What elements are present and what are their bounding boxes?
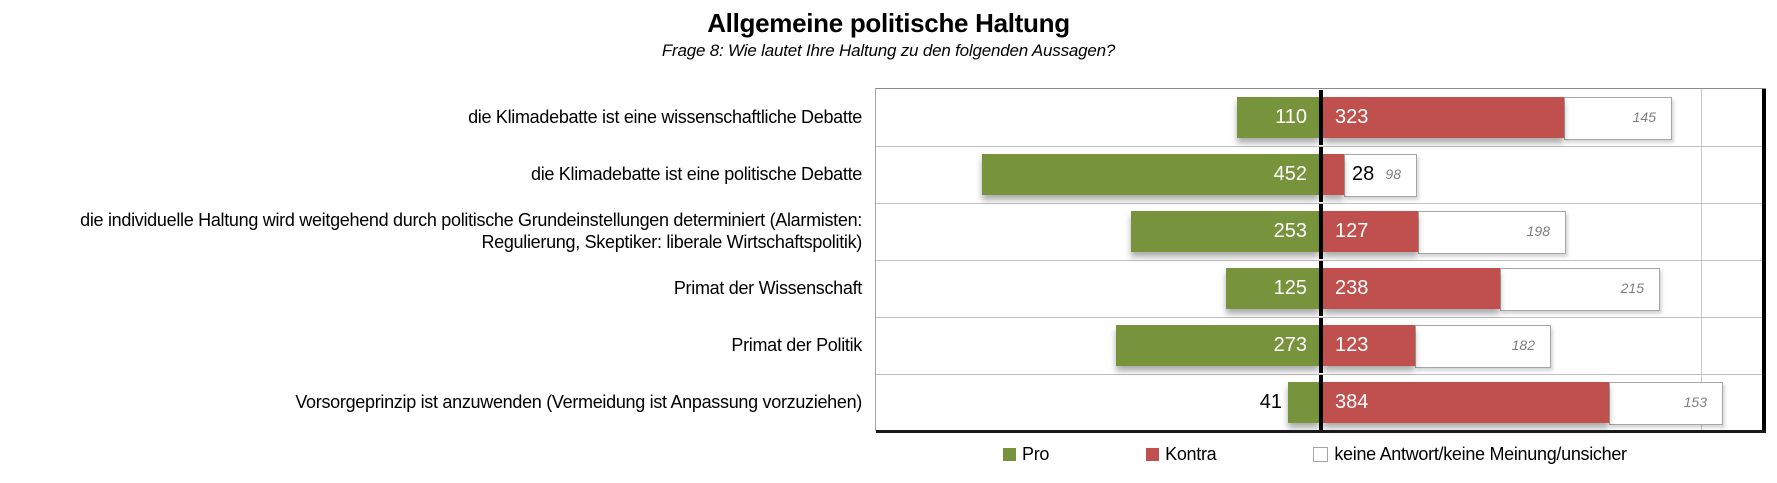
row-separator	[876, 260, 1766, 261]
category-label: Primat der Wissenschaft	[673, 277, 862, 298]
bar-pro	[1131, 211, 1319, 252]
plot-area: 110 323 145 452 28 98 253 127 198 125 238 215 273 123…	[875, 88, 1766, 433]
legend-item-kontra: Kontra	[1146, 444, 1217, 465]
bar-kontra	[1323, 325, 1415, 366]
zero-line	[1319, 375, 1323, 430]
keine-value-label: 145	[1632, 109, 1656, 125]
keine-value-label: 215	[1620, 280, 1644, 296]
zero-line	[1319, 90, 1323, 145]
zero-line	[1319, 261, 1323, 316]
bar-pro	[1226, 268, 1319, 309]
keine-value-label: 182	[1511, 337, 1535, 353]
category-label: die Klimadebatte ist eine politische Deb…	[530, 163, 862, 184]
legend-label: Kontra	[1165, 444, 1217, 464]
bar-keine	[1609, 382, 1723, 425]
category-label: die individuelle Haltung wird weitgehend…	[80, 209, 862, 252]
bar-kontra	[1323, 268, 1500, 309]
kontra-value-label: 123	[1335, 334, 1369, 356]
bar-kontra	[1323, 211, 1418, 252]
bar-pro	[982, 154, 1319, 195]
pro-value-label: 41	[1259, 391, 1282, 413]
bar-pro	[1116, 325, 1319, 366]
zero-line	[1319, 204, 1323, 259]
keine-swatch-icon	[1313, 447, 1329, 462]
kontra-value-label: 127	[1335, 220, 1369, 242]
zero-line	[1319, 318, 1323, 373]
plot-right-border	[1762, 89, 1766, 431]
pro-swatch-icon	[1003, 448, 1016, 461]
chart-title: Allgemeine politische Haltung	[707, 8, 1070, 38]
category-label: die Klimadebatte ist eine wissenschaftli…	[468, 106, 862, 127]
row-separator	[876, 146, 1766, 147]
bar-keine	[1344, 154, 1417, 197]
chart-subtitle: Frage 8: Wie lautet Ihre Haltung zu den …	[661, 41, 1116, 60]
pro-value-label: 273	[1273, 334, 1307, 356]
bar-kontra	[1323, 97, 1564, 138]
legend-label: Pro	[1022, 444, 1050, 464]
bar-keine	[1500, 268, 1660, 311]
keine-value-label: 98	[1385, 166, 1401, 182]
kontra-value-label: 28	[1352, 163, 1375, 185]
pro-value-label: 253	[1273, 220, 1307, 242]
category-label: Vorsorgeprinzip ist anzuwenden (Vermeidu…	[295, 391, 862, 412]
pro-value-label: 110	[1275, 106, 1307, 128]
legend-label: keine Antwort/keine Meinung/unsicher	[1334, 444, 1627, 464]
x-axis-line	[876, 430, 1766, 433]
legend-item-keine: keine Antwort/keine Meinung/unsicher	[1313, 444, 1627, 465]
bar-pro	[1288, 382, 1319, 423]
kontra-swatch-icon	[1146, 448, 1160, 461]
row-separator	[876, 317, 1766, 318]
bar-kontra	[1323, 154, 1344, 195]
bar-keine	[1564, 97, 1672, 140]
zero-line	[1319, 147, 1323, 202]
pro-value-label: 452	[1273, 163, 1307, 185]
bar-pro	[1237, 97, 1319, 138]
bar-keine	[1415, 325, 1551, 368]
legend-item-pro: Pro	[1003, 444, 1049, 465]
kontra-value-label: 238	[1335, 277, 1369, 299]
bar-kontra	[1323, 382, 1609, 423]
row-separator	[876, 374, 1766, 375]
keine-value-label: 153	[1683, 394, 1707, 410]
legend: Pro Kontra keine Antwort/keine Meinung/u…	[1003, 444, 1627, 465]
bar-keine	[1418, 211, 1566, 254]
category-label: Primat der Politik	[731, 334, 862, 355]
kontra-value-label: 384	[1335, 391, 1369, 413]
pro-value-label: 125	[1273, 277, 1307, 299]
kontra-value-label: 323	[1335, 106, 1369, 128]
keine-value-label: 198	[1526, 223, 1550, 239]
row-separator	[876, 203, 1766, 204]
